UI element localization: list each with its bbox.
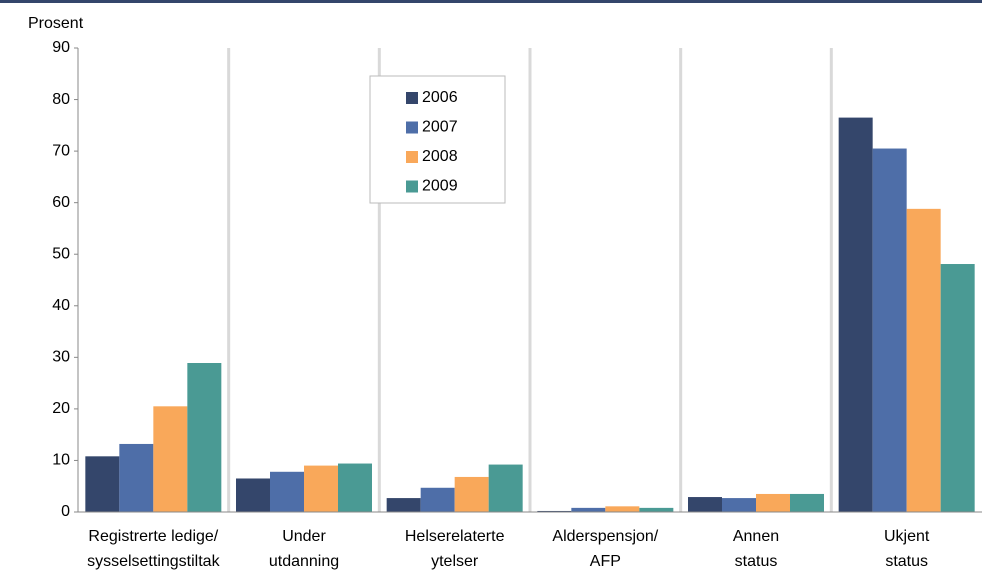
bar [571, 507, 606, 512]
y-tick-label: 40 [52, 297, 70, 314]
legend-swatch [406, 92, 418, 104]
legend-swatch [406, 180, 418, 193]
x-tick-label: sysselsettingstiltak [87, 553, 220, 570]
y-tick-label: 0 [61, 503, 70, 520]
legend-swatch [406, 121, 418, 134]
y-tick-label: 90 [52, 39, 70, 56]
bar [722, 498, 756, 512]
bar [537, 510, 572, 512]
bar [790, 493, 824, 512]
y-axis-label: Prosent [28, 15, 84, 32]
bar [838, 117, 873, 512]
legend-label: 2009 [422, 178, 458, 195]
legend-label: 2007 [422, 119, 458, 136]
bar [756, 493, 790, 512]
x-tick-label: Ukjent [884, 528, 930, 545]
y-tick-label: 70 [52, 142, 70, 159]
x-tick-label: AFP [590, 553, 621, 570]
bar [605, 506, 640, 512]
y-tick-label: 20 [52, 400, 70, 417]
bar [639, 507, 674, 512]
y-tick-label: 30 [52, 349, 70, 366]
x-tick-label: Annen [733, 528, 779, 545]
bar [420, 487, 455, 512]
bar [236, 478, 270, 512]
bar [488, 464, 523, 512]
y-tick-label: 80 [52, 91, 70, 108]
bar [85, 456, 120, 512]
bar [454, 476, 489, 512]
x-tick-label: Under [282, 528, 326, 545]
legend-swatch [406, 151, 418, 163]
bar [940, 264, 975, 512]
bar [304, 465, 338, 512]
y-tick-label: 10 [52, 452, 70, 469]
bar [872, 148, 907, 513]
x-tick-label: utdanning [269, 553, 339, 570]
bar [906, 208, 941, 512]
bar [187, 363, 222, 512]
x-tick-label: status [885, 553, 928, 570]
top-rule [0, 0, 982, 3]
x-tick-label: ytelser [431, 553, 479, 570]
legend-label: 2006 [422, 89, 458, 106]
bar [153, 406, 188, 512]
x-tick-label: Registrerte ledige/ [88, 528, 218, 545]
x-tick-label: Helserelaterte [405, 528, 505, 545]
bar [270, 471, 304, 512]
bar [688, 497, 722, 512]
y-tick-label: 60 [52, 194, 70, 211]
legend-box [369, 75, 506, 204]
y-tick-label: 50 [52, 245, 70, 262]
bar [386, 498, 421, 512]
x-tick-label: status [735, 553, 778, 570]
legend-label: 2008 [422, 148, 458, 165]
bar [338, 463, 372, 512]
bar [119, 443, 154, 512]
x-tick-label: Alderspensjon/ [552, 528, 658, 545]
